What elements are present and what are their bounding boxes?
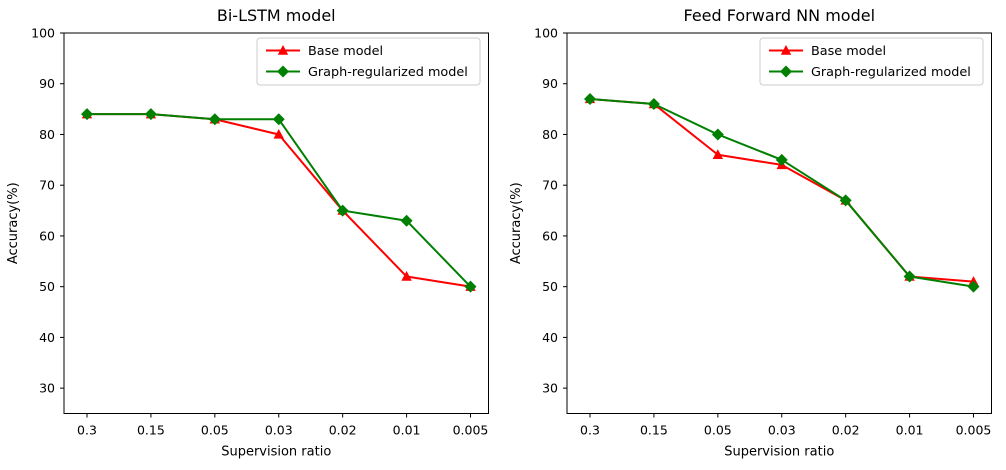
x-tick-label: 0.01 xyxy=(896,423,924,438)
x-tick-label: 0.15 xyxy=(640,423,668,438)
x-tick-label: 0.3 xyxy=(77,423,97,438)
y-tick-label: 100 xyxy=(534,26,558,41)
y-axis-label: Accuracy(%) xyxy=(509,182,524,264)
legend-box xyxy=(759,37,984,86)
series-line-graph-regularized-model xyxy=(87,113,472,288)
y-tick-label: 50 xyxy=(542,279,558,294)
y-tick-label: 100 xyxy=(31,26,55,41)
x-tick-label: 0.005 xyxy=(956,423,992,438)
x-tick-label: 0.03 xyxy=(265,423,293,438)
series-marker-diamond xyxy=(967,280,980,293)
series-marker-diamond xyxy=(400,214,413,227)
series-line-base-model xyxy=(87,113,471,288)
legend: Base model Graph-regularized model xyxy=(759,37,984,86)
series-marker-diamond xyxy=(208,113,221,126)
x-tick-label: 0.3 xyxy=(580,423,600,438)
series-marker-diamond xyxy=(584,92,596,105)
y-tick-label: 60 xyxy=(542,228,558,243)
legend-label: Graph-regularized model xyxy=(811,65,971,80)
series-marker-diamond xyxy=(81,108,93,121)
legend-box xyxy=(256,37,481,86)
plot-frame xyxy=(566,32,992,414)
chart-title: Bi-LSTM model xyxy=(217,6,336,25)
series-marker-diamond xyxy=(336,204,349,217)
x-tick-label: 0.005 xyxy=(453,423,489,438)
series-marker-diamond xyxy=(839,194,852,207)
series-line-base-model xyxy=(589,97,974,283)
y-axis-label: Accuracy(%) xyxy=(6,182,21,264)
y-tick-label: 90 xyxy=(542,76,558,91)
x-tick-label: 0.05 xyxy=(704,423,732,438)
y-tick-label: 40 xyxy=(39,330,55,345)
series-marker-triangle xyxy=(401,271,412,281)
series-marker-diamond xyxy=(144,108,157,121)
y-tick-label: 30 xyxy=(39,381,55,396)
chart-bilstm: 30 40 50 60 70 80 90 100 0.3 0.15 0.05 0.03 0.02 0.01… xyxy=(6,6,489,460)
legend-label: Base model xyxy=(811,44,886,59)
legend-marker-triangle xyxy=(780,45,792,55)
series-marker-diamond xyxy=(775,153,788,166)
series-marker-diamond xyxy=(272,113,285,126)
legend: Base model Graph-regularized model xyxy=(256,37,481,86)
series-marker-diamond xyxy=(903,270,916,283)
series-marker-triangle xyxy=(273,128,284,139)
legend-label: Base model xyxy=(308,44,383,59)
plot-frame xyxy=(63,32,489,414)
legend-marker-triangle xyxy=(277,45,289,55)
x-tick-label: 0.05 xyxy=(201,423,229,438)
x-tick-label: 0.15 xyxy=(137,423,165,438)
chart-bilstm-svg: 30 40 50 60 70 80 90 100 0.3 0.15 0.05 0.03 0.02 0.01… xyxy=(6,6,489,460)
x-tick-label: 0.02 xyxy=(329,423,357,438)
series-marker-diamond xyxy=(647,98,660,111)
y-tick-label: 90 xyxy=(39,76,55,91)
x-tick-label: 0.01 xyxy=(393,423,421,438)
series-line-graph-regularized-model xyxy=(589,97,974,288)
y-tick-label: 80 xyxy=(542,127,558,142)
legend-marker-diamond xyxy=(780,65,792,78)
series-marker-diamond xyxy=(464,280,477,293)
y-tick-label: 70 xyxy=(39,178,55,193)
x-axis-label: Supervision ratio xyxy=(724,445,834,460)
y-tick-label: 80 xyxy=(39,127,55,142)
series-marker-diamond xyxy=(711,128,724,141)
chart-title: Feed Forward NN model xyxy=(683,6,875,25)
y-tick-label: 50 xyxy=(39,279,55,294)
legend-label: Graph-regularized model xyxy=(308,65,468,80)
y-tick-label: 40 xyxy=(542,330,558,345)
y-tick-label: 30 xyxy=(542,381,558,396)
x-tick-label: 0.03 xyxy=(768,423,796,438)
series-marker-triangle xyxy=(712,149,724,159)
y-tick-label: 60 xyxy=(39,228,55,243)
chart-feedforward-nn-svg: 30 40 50 60 70 80 90 100 0.3 0.15 0.05 0.03 0.02 0.01… xyxy=(509,6,992,460)
x-axis-label: Supervision ratio xyxy=(221,445,331,460)
x-tick-label: 0.02 xyxy=(832,423,860,438)
legend-marker-diamond xyxy=(277,65,289,78)
chart-feedforward-nn: 30 40 50 60 70 80 90 100 0.3 0.15 0.05 0.03 0.02 0.01… xyxy=(503,0,1006,470)
y-tick-label: 70 xyxy=(542,178,558,193)
